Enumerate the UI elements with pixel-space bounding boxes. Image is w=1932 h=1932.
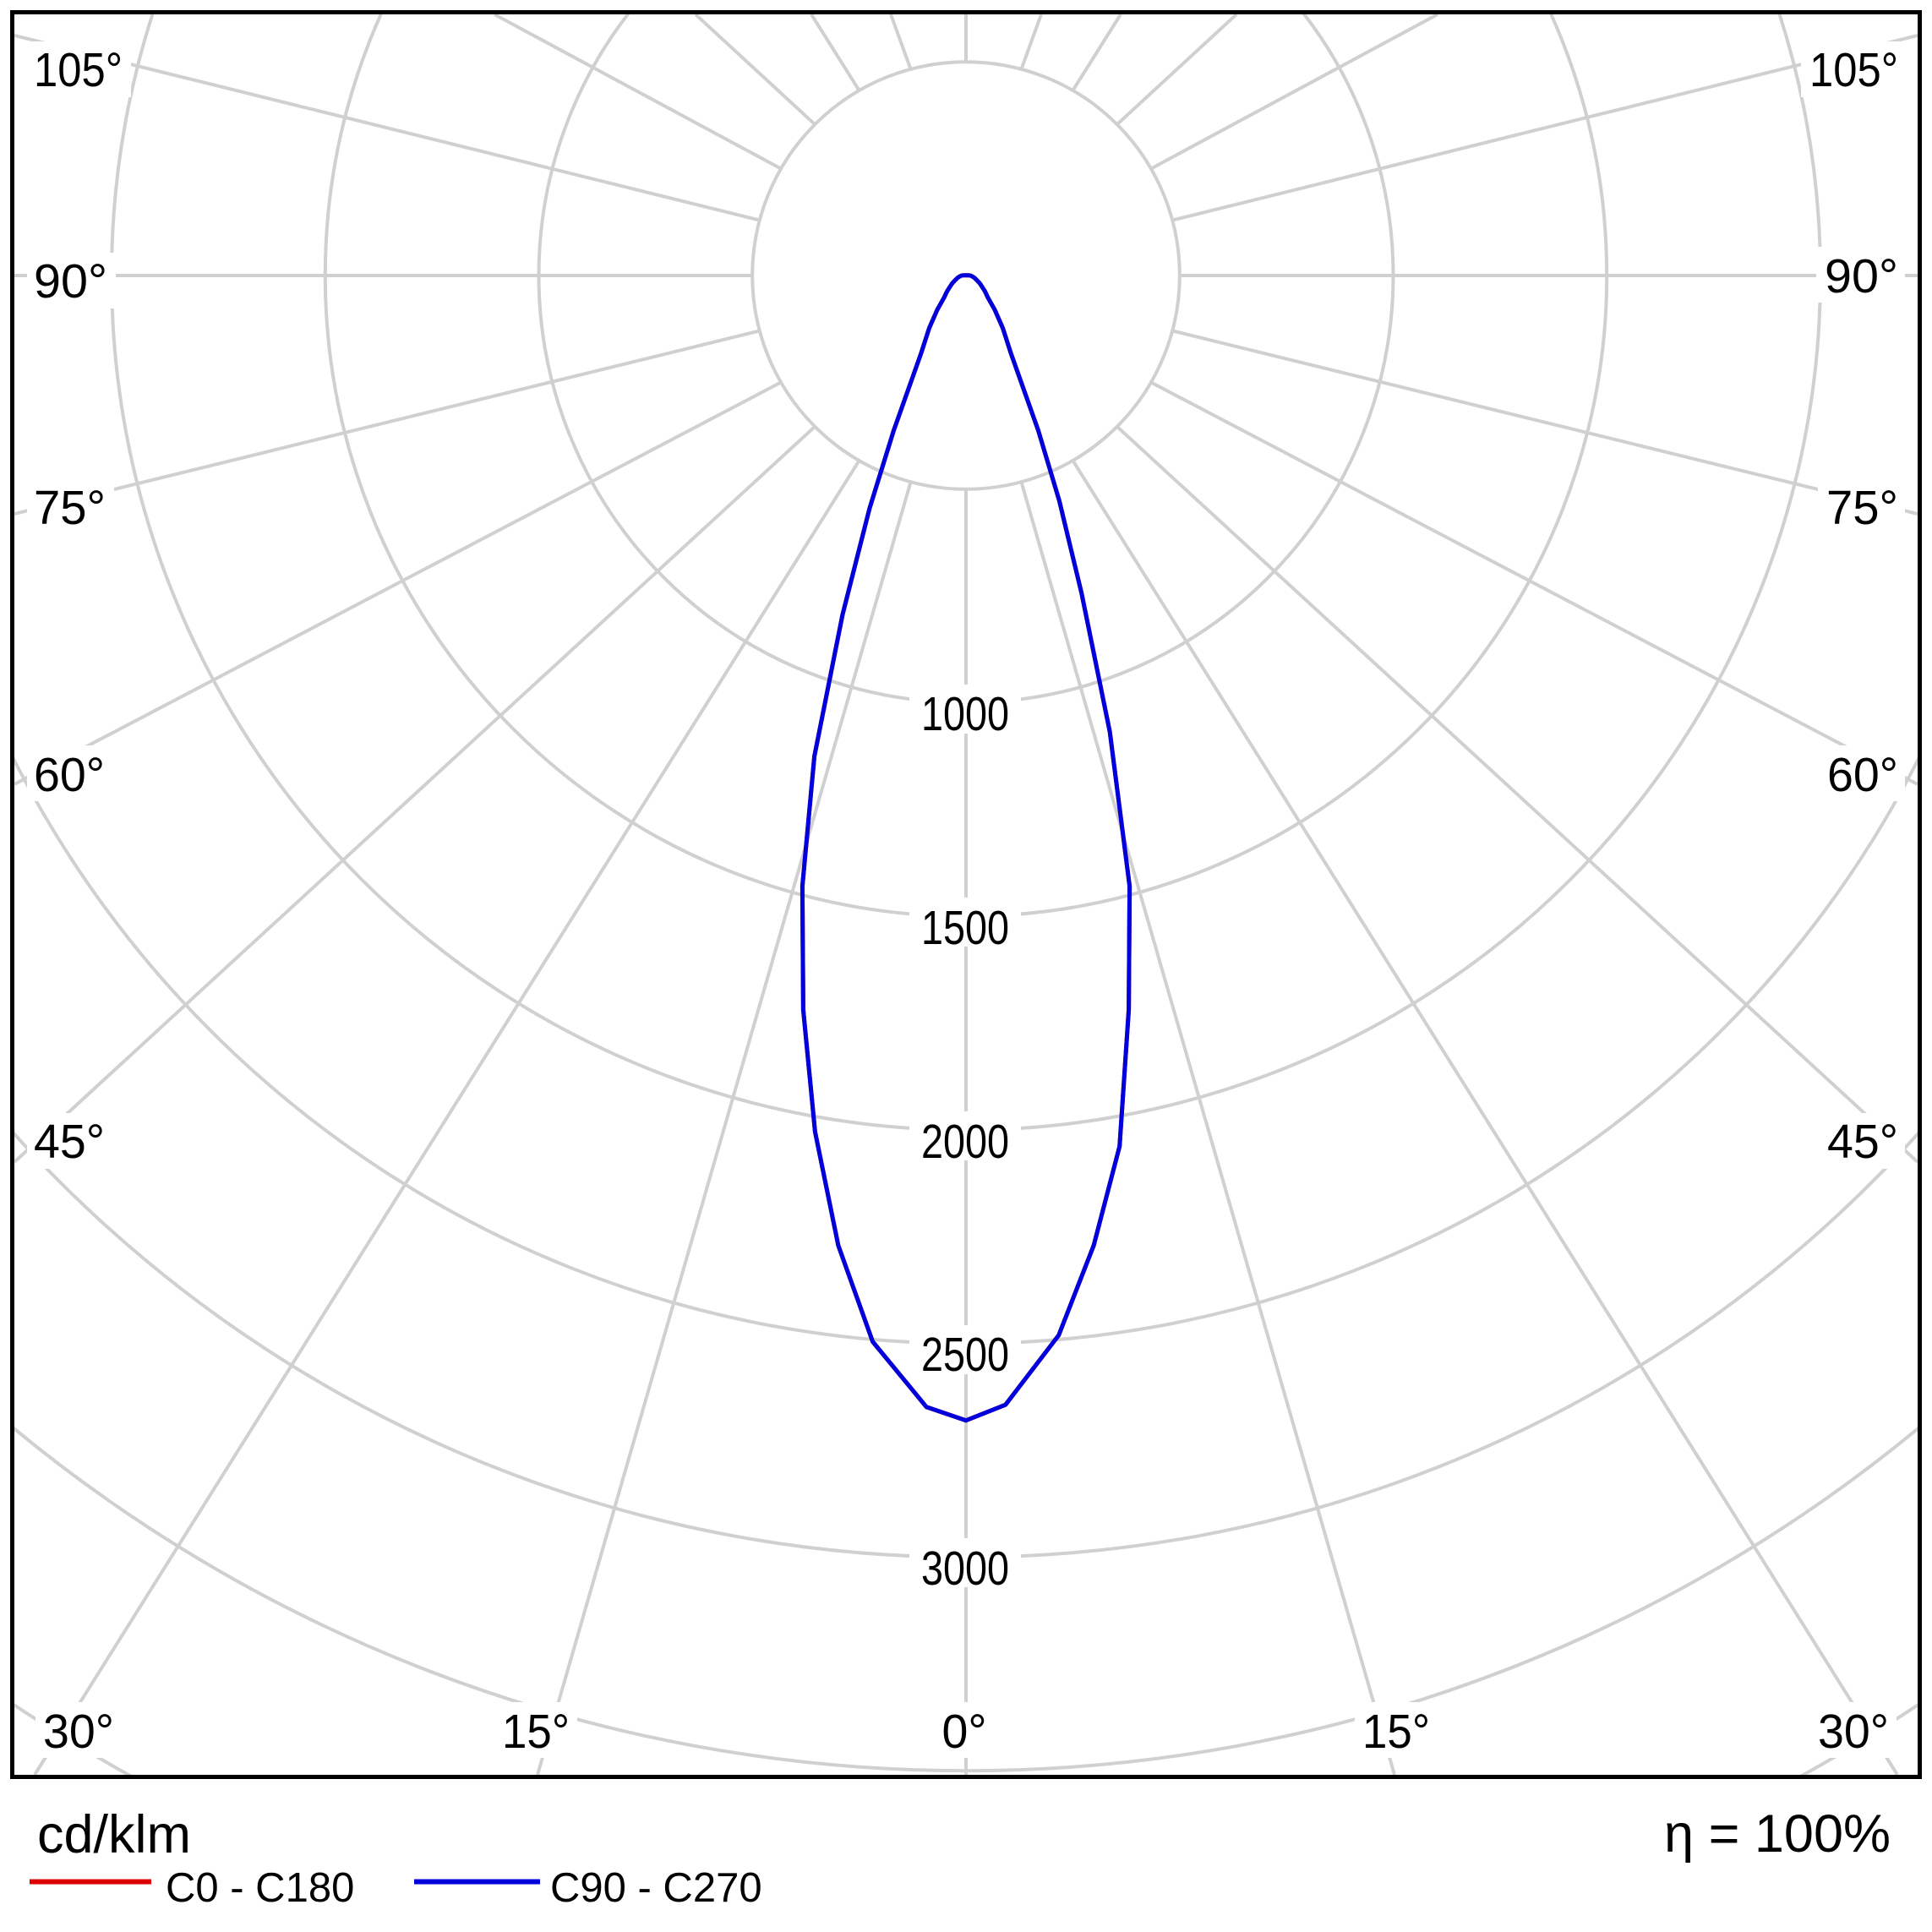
- svg-text:15°: 15°: [1362, 1705, 1430, 1759]
- svg-text:2500: 2500: [921, 1328, 1009, 1382]
- svg-text:3000: 3000: [921, 1542, 1009, 1596]
- svg-text:90°: 90°: [1825, 249, 1898, 303]
- svg-text:2000: 2000: [921, 1115, 1009, 1169]
- svg-text:75°: 75°: [1826, 481, 1898, 535]
- svg-text:1500: 1500: [921, 901, 1009, 955]
- svg-text:60°: 60°: [34, 748, 105, 802]
- svg-text:60°: 60°: [1827, 748, 1898, 802]
- svg-text:45°: 45°: [34, 1115, 105, 1169]
- svg-text:90°: 90°: [34, 254, 107, 308]
- svg-text:45°: 45°: [1827, 1115, 1898, 1169]
- svg-text:15°: 15°: [502, 1705, 570, 1759]
- svg-text:75°: 75°: [34, 481, 106, 535]
- svg-text:1000: 1000: [921, 687, 1009, 741]
- svg-text:0°: 0°: [942, 1705, 987, 1759]
- svg-text:105°: 105°: [34, 43, 123, 97]
- svg-text:cd/klm: cd/klm: [37, 1805, 191, 1864]
- svg-text:C0 - C180: C0 - C180: [166, 1865, 354, 1911]
- svg-text:C90 - C270: C90 - C270: [550, 1865, 762, 1911]
- svg-text:105°: 105°: [1809, 43, 1898, 97]
- svg-text:30°: 30°: [1818, 1705, 1889, 1759]
- svg-text:30°: 30°: [43, 1705, 114, 1759]
- svg-text:η = 100%: η = 100%: [1664, 1804, 1891, 1864]
